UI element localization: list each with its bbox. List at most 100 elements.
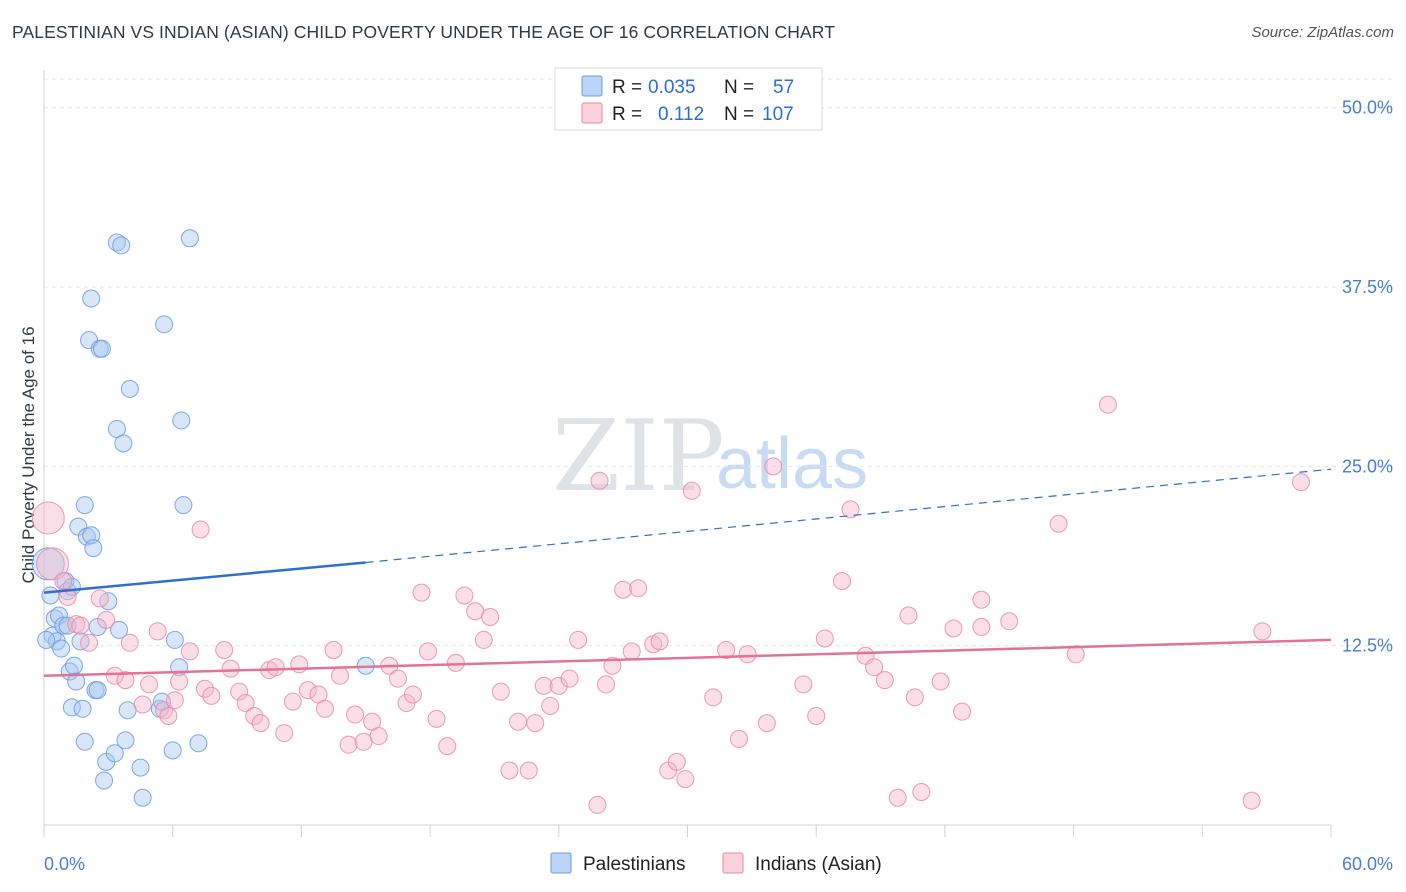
- indians-point: [888, 788, 907, 807]
- palestinians-point: [189, 734, 208, 753]
- palestinians-point: [92, 339, 111, 358]
- indians-point: [1242, 791, 1261, 810]
- x-tick-label-max: 60.0%: [1342, 854, 1393, 874]
- indians-point: [354, 732, 373, 751]
- indians-point: [474, 630, 493, 649]
- indians-point: [1066, 645, 1085, 664]
- indians-point: [905, 688, 924, 707]
- indians-point: [58, 587, 77, 606]
- indians-point: [481, 607, 500, 626]
- indians-point: [90, 589, 109, 608]
- palestinians-point: [163, 741, 182, 760]
- indians-point: [290, 655, 309, 674]
- palestinians-point: [165, 630, 184, 649]
- indians-point: [757, 714, 776, 733]
- indians-point: [339, 735, 358, 754]
- indians-point: [159, 706, 178, 725]
- watermark-zip: ZIP: [552, 400, 725, 514]
- legend-r-label-1: R =: [612, 77, 642, 98]
- palestinians-point: [65, 656, 84, 675]
- indians-point: [236, 694, 255, 713]
- indians-point: [466, 602, 485, 621]
- watermark: ZIP atlas: [552, 400, 868, 514]
- indians-point: [1049, 514, 1068, 533]
- indians-point: [324, 640, 343, 659]
- indians-point: [794, 675, 813, 694]
- indians-point: [704, 688, 723, 707]
- indians-point: [140, 675, 159, 694]
- palestinians-point: [73, 699, 92, 718]
- palestinians-point: [116, 731, 135, 750]
- indians-point: [764, 457, 783, 476]
- indians-point: [560, 669, 579, 688]
- indians-point: [438, 737, 457, 756]
- indians-point: [603, 656, 622, 675]
- indians-point: [403, 685, 422, 704]
- trend-lines: [43, 468, 1332, 678]
- indians-point: [875, 671, 894, 690]
- series-palestinians: [31, 229, 375, 807]
- indians-point: [191, 520, 210, 539]
- indians-point: [944, 619, 963, 638]
- trend-line-palestinians: [43, 561, 366, 594]
- indians-point: [650, 632, 669, 651]
- indians-point: [251, 714, 270, 733]
- indians-point: [170, 672, 189, 691]
- trend-line-indians: [43, 638, 1332, 678]
- indians-point: [717, 640, 736, 659]
- palestinians-point: [95, 771, 114, 790]
- indians-point: [841, 500, 860, 519]
- palestinians-point: [155, 315, 174, 334]
- indians-point: [491, 682, 510, 701]
- indians-point: [931, 672, 950, 691]
- palestinians-point: [114, 434, 133, 453]
- indians-point: [331, 666, 350, 685]
- y-tick-labels: 12.5% 25.0% 37.5% 50.0%: [1342, 98, 1393, 656]
- palestinians-point: [82, 289, 101, 308]
- indians-point: [120, 633, 139, 652]
- palestinians-point: [131, 758, 150, 777]
- palestinians-point: [75, 732, 94, 751]
- indians-point: [455, 586, 474, 605]
- indians-point: [221, 659, 240, 678]
- indians-point: [116, 671, 135, 690]
- indians-point: [54, 572, 73, 591]
- indians-point: [165, 691, 184, 710]
- indians-point: [738, 645, 757, 664]
- legend-n-label-2: N =: [724, 104, 754, 125]
- palestinians-point: [37, 630, 56, 649]
- indians-point: [865, 658, 884, 677]
- bottom-legend-swatch-indians: [722, 852, 744, 874]
- indians-point: [569, 630, 588, 649]
- indians-point: [266, 658, 285, 677]
- indians-point: [807, 706, 826, 725]
- indians-point: [534, 676, 553, 695]
- indians-point: [526, 714, 545, 733]
- legend-r-label-2: R =: [612, 104, 642, 125]
- indians-point: [1253, 622, 1272, 641]
- palestinians-point: [41, 586, 60, 605]
- series-legend: Palestinians Indians (Asian): [550, 852, 882, 875]
- x-tick-label-min: 0.0%: [44, 854, 85, 874]
- indians-point: [283, 692, 302, 711]
- indians-point: [541, 696, 560, 715]
- indians-point: [388, 669, 407, 688]
- indians-point: [105, 666, 124, 685]
- indians-point: [31, 501, 65, 535]
- legend-swatch-indians: [581, 102, 603, 124]
- indians-point: [195, 679, 214, 698]
- palestinians-point: [172, 411, 191, 430]
- watermark-atlas: atlas: [716, 424, 868, 504]
- indians-point: [418, 642, 437, 661]
- y-tick-label: 12.5%: [1342, 636, 1393, 656]
- legend-n-value-2: 107: [762, 104, 794, 125]
- palestinians-point: [174, 496, 193, 515]
- legend-swatch-palestinians: [581, 75, 603, 97]
- chart-title: PALESTINIAN VS INDIAN (ASIAN) CHILD POVE…: [12, 22, 835, 42]
- palestinians-point: [88, 681, 107, 700]
- indians-point: [682, 481, 701, 500]
- bottom-legend-label-indians: Indians (Asian): [755, 854, 882, 875]
- palestinians-point: [84, 539, 103, 558]
- indians-point: [202, 686, 221, 705]
